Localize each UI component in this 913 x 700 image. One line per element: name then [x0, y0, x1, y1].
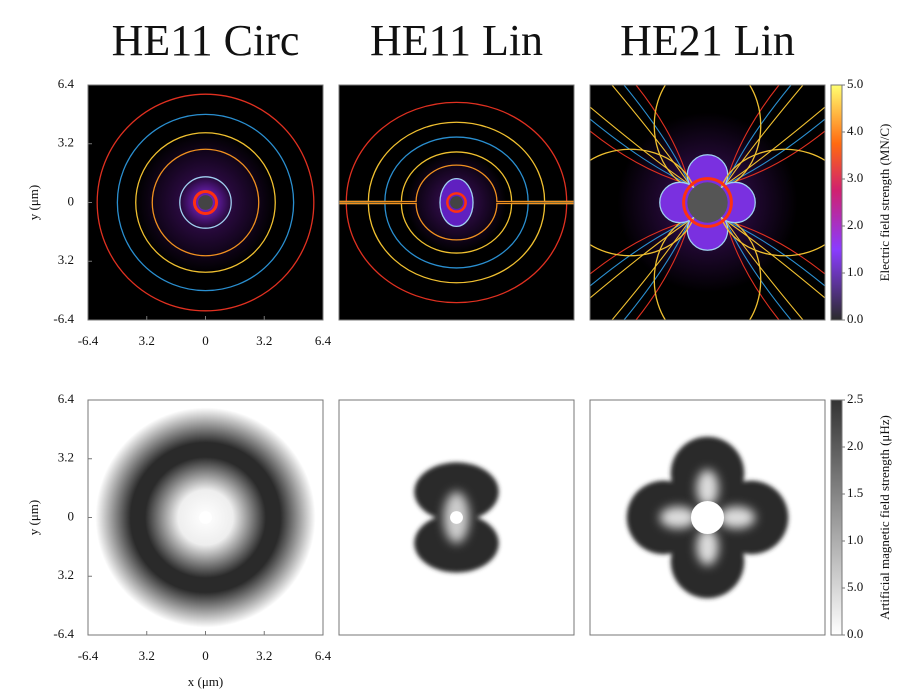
- core: [198, 195, 213, 210]
- panel-content: [590, 85, 825, 320]
- x-tick-label: 0: [202, 648, 209, 663]
- x-tick-label: 3.2: [256, 333, 272, 348]
- panel-frame: [338, 399, 575, 636]
- core: [690, 500, 725, 535]
- contour: [339, 151, 574, 203]
- contour: [339, 202, 574, 269]
- y-tick-label: 0: [68, 193, 75, 208]
- contour: [725, 106, 825, 185]
- contour: [724, 220, 792, 320]
- core: [450, 196, 463, 209]
- contour: [135, 132, 276, 273]
- contour: [623, 220, 691, 320]
- colorbar-tick-label: 3.0: [847, 170, 863, 185]
- hole: [696, 469, 719, 507]
- contour: [725, 118, 825, 186]
- x-axis-label: x (μm): [188, 674, 224, 689]
- colorbar-tick-label: 0.0: [847, 626, 863, 641]
- y-tick-label: 3.2: [58, 567, 74, 582]
- panel-frame: [338, 84, 575, 321]
- contour: [151, 148, 260, 257]
- y-axis-label: y (μm): [26, 185, 41, 221]
- panel-content: [88, 85, 323, 320]
- x-tick-label: -6.4: [78, 333, 99, 348]
- hole: [696, 528, 719, 566]
- y-tick-label: -6.4: [53, 626, 74, 641]
- contour: [725, 85, 804, 185]
- panel-content: [88, 400, 323, 635]
- colorbar-label: Electric field strength (MN/C): [877, 124, 892, 282]
- colorbar-tick-label: 1.0: [847, 532, 863, 547]
- contour: [590, 219, 690, 287]
- panel-frame: [589, 399, 826, 636]
- contour: [179, 176, 232, 229]
- contour: [590, 220, 690, 299]
- colorbar: [830, 84, 843, 321]
- contour: [590, 118, 690, 186]
- contour: [682, 177, 733, 228]
- core: [687, 182, 728, 223]
- y-tick-label: 3.2: [58, 252, 74, 267]
- contour: [725, 219, 825, 287]
- panel-content: [339, 400, 574, 635]
- hole: [659, 506, 697, 529]
- panel-frame: [589, 84, 826, 321]
- colorbar: [830, 399, 843, 636]
- colorbar-tick-label: 2.0: [847, 438, 863, 453]
- contour: [724, 85, 792, 185]
- y-tick-label: 3.2: [58, 135, 74, 150]
- contour: [725, 220, 804, 320]
- contour: [339, 202, 574, 304]
- x-tick-label: 3.2: [139, 648, 155, 663]
- contour: [611, 220, 690, 320]
- contour: [590, 106, 690, 185]
- colorbar-tick-label: 4.0: [847, 123, 863, 138]
- y-tick-label: 6.4: [58, 391, 75, 406]
- y-axis-label: y (μm): [26, 500, 41, 536]
- hole: [718, 506, 756, 529]
- contour: [623, 85, 691, 185]
- colorbar-tick-label: 1.0: [847, 264, 863, 279]
- contour: [116, 113, 295, 292]
- contour: [339, 164, 574, 203]
- colorbar-tick-label: 0.0: [847, 311, 863, 326]
- contour: [96, 93, 315, 312]
- y-tick-label: 6.4: [58, 76, 75, 91]
- colorbar-tick-label: 2.5: [847, 391, 863, 406]
- colorbar-tick-label: 5.0: [847, 579, 863, 594]
- x-tick-label: 0: [202, 333, 209, 348]
- panel-content: [590, 400, 825, 635]
- contour: [611, 85, 690, 185]
- colorbar-label: Artificial magnetic field strength (μHz): [877, 415, 892, 620]
- panel-title: HE11 Circ: [112, 16, 300, 65]
- colorbar-tick-label: 2.0: [847, 217, 863, 232]
- x-tick-label: 3.2: [139, 333, 155, 348]
- x-tick-label: 3.2: [256, 648, 272, 663]
- y-tick-label: 0: [68, 508, 75, 523]
- contour: [339, 202, 574, 241]
- contour: [725, 220, 825, 299]
- colorbar-tick-label: 5.0: [847, 76, 863, 91]
- contour: [339, 202, 574, 254]
- core: [199, 511, 212, 524]
- y-tick-label: 3.2: [58, 450, 74, 465]
- contour: [339, 136, 574, 203]
- x-tick-label: -6.4: [78, 648, 99, 663]
- contour: [339, 101, 574, 203]
- panel-title: HE11 Lin: [370, 16, 543, 65]
- y-tick-label: -6.4: [53, 311, 74, 326]
- x-tick-label: 6.4: [315, 333, 332, 348]
- colorbar-tick-label: 1.5: [847, 485, 863, 500]
- panel-title: HE21 Lin: [620, 16, 795, 65]
- panel-content: [339, 85, 574, 320]
- contour: [339, 121, 574, 203]
- x-tick-label: 6.4: [315, 648, 332, 663]
- core: [450, 511, 463, 524]
- contour: [192, 189, 219, 216]
- contour: [339, 202, 574, 284]
- contour: [446, 192, 467, 213]
